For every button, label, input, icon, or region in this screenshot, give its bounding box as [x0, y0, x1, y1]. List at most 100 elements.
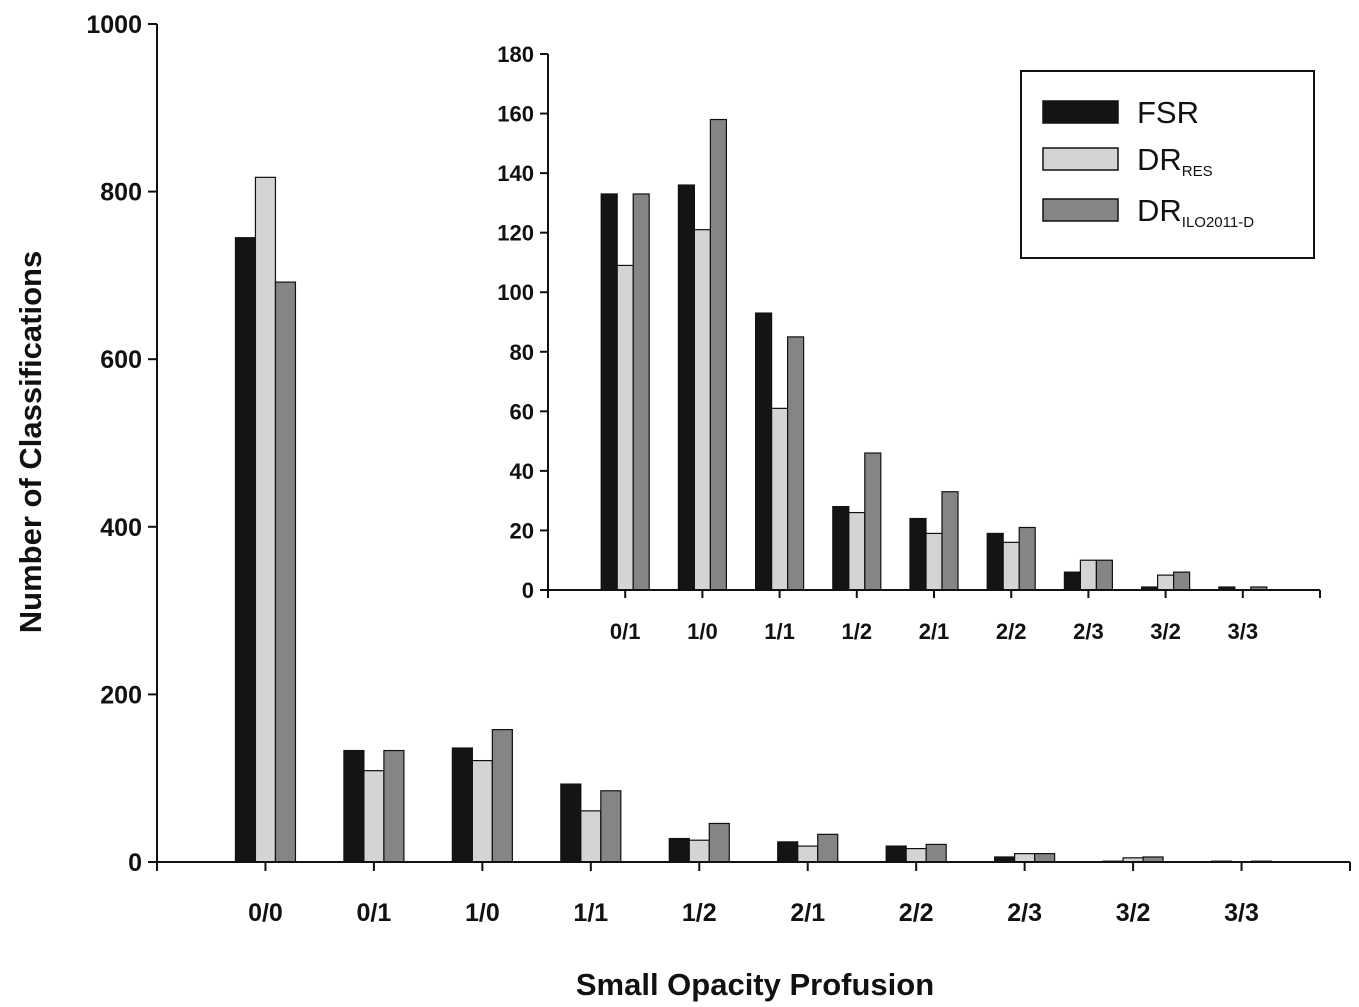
legend-label-3: DRILO2011-D	[1137, 193, 1254, 231]
main-bar-3-1-1	[600, 790, 622, 863]
inset-y-tick-label: 80	[510, 340, 534, 365]
inset-x-tick-label: 1/1	[764, 619, 795, 644]
main-bar-1-0-0	[234, 237, 257, 863]
inset-y-tick-label: 180	[497, 42, 534, 67]
inset-bar-2-2-1	[925, 532, 943, 591]
main-bar-2-2-1	[797, 845, 819, 863]
inset-bar-1-1-1	[754, 312, 773, 591]
main-x-tick-label: 2/3	[1007, 899, 1042, 927]
main-y-tick-label: 800	[100, 179, 142, 207]
inset-x-tick-label: 2/1	[919, 619, 950, 644]
inset-bar-3-2-1	[941, 491, 959, 591]
inset-bar-2-1-0	[693, 229, 712, 591]
legend-label-main: DR	[1137, 193, 1182, 228]
main-x-tick-label: 2/1	[790, 899, 825, 927]
main-y-tick-label: 400	[100, 514, 142, 542]
inset-axes: 0 20 40 60 80 100 120 140 160 180 0/1 1/0 1/1 1/2 2/1 2…	[497, 42, 1321, 644]
main-bar-2-1-2	[688, 839, 710, 863]
main-x-tick-label: 1/0	[465, 899, 500, 927]
main-bar-1-1-1	[560, 783, 582, 863]
legend-swatch-1	[1042, 100, 1119, 124]
inset-bar-2-0-1	[616, 264, 634, 591]
inset-chart: 0 20 40 60 80 100 120 140 160 180 0/1 1/0 1/1 1/2 2/1 2…	[497, 42, 1321, 644]
main-bar-2-0-0	[254, 176, 277, 863]
main-x-tick-label: 1/2	[682, 899, 717, 927]
legend-label-main: FSR	[1137, 95, 1199, 130]
inset-y-tick-label: 140	[497, 161, 534, 186]
legend-label-2: DRRES	[1137, 142, 1213, 180]
inset-bar-2-3-2	[1156, 574, 1175, 591]
inset-y-tick-label: 0	[522, 578, 534, 603]
main-y-tick-label: 600	[100, 346, 142, 374]
main-bar-3-2-2	[925, 843, 947, 863]
main-x-tick-label: 0/1	[357, 899, 392, 927]
inset-bars	[600, 118, 1268, 591]
inset-bar-1-2-1	[909, 517, 927, 591]
inset-bar-3-3-2	[1172, 571, 1191, 591]
inset-bar-2-2-2	[1002, 541, 1020, 591]
main-bar-3-0-0	[274, 281, 297, 863]
inset-y-tick-label: 60	[510, 399, 534, 424]
x-axis-title: Small Opacity Profusion	[576, 967, 934, 1002]
legend-label-main: DR	[1137, 142, 1182, 177]
main-bar-2-2-2	[905, 847, 927, 863]
inset-bar-3-1-1	[786, 336, 805, 591]
main-bar-3-1-0	[491, 728, 513, 863]
main-bar-3-1-2	[708, 822, 730, 863]
inset-bar-2-1-2	[848, 511, 866, 591]
inset-bar-3-1-0	[709, 118, 728, 591]
main-x-tick-label: 2/2	[899, 899, 934, 927]
main-bars	[234, 176, 1273, 863]
inset-bar-1-0-1	[600, 193, 618, 591]
inset-bar-3-2-2	[1018, 526, 1036, 591]
inset-y-tick-label: 100	[497, 280, 534, 305]
inset-x-tick-label: 2/3	[1073, 619, 1104, 644]
inset-bar-3-2-3	[1095, 559, 1114, 591]
legend-swatch-2	[1042, 147, 1119, 171]
inset-bar-1-2-2	[986, 532, 1004, 591]
legend-label-subscript: RES	[1182, 163, 1213, 180]
main-bar-2-1-1	[580, 810, 602, 863]
main-bar-1-0-1	[343, 749, 365, 863]
inset-x-tick-label: 0/1	[610, 619, 641, 644]
inset-x-tick-label: 2/2	[996, 619, 1027, 644]
main-x-tick-label: 3/2	[1116, 899, 1151, 927]
main-bar-3-0-1	[383, 749, 405, 863]
inset-bar-1-1-2	[832, 506, 850, 591]
main-x-tick-label: 3/3	[1224, 899, 1259, 927]
inset-y-tick-label: 120	[497, 221, 534, 246]
inset-bar-3-0-1	[632, 193, 650, 591]
inset-bar-2-2-3	[1079, 559, 1098, 591]
inset-x-tick-label: 1/0	[687, 619, 718, 644]
main-x-tick-label: 1/1	[573, 899, 608, 927]
main-bar-3-2-1	[817, 833, 839, 863]
y-axis-title: Number of Classifications	[13, 251, 48, 633]
main-bar-1-1-2	[668, 837, 690, 863]
inset-x-tick-label: 1/2	[842, 619, 873, 644]
inset-bar-3-1-2	[864, 452, 882, 591]
inset-y-tick-label: 160	[497, 102, 534, 127]
legend-swatch-3	[1042, 198, 1119, 222]
main-x-tick-label: 0/0	[248, 899, 283, 927]
inset-x-tick-label: 3/2	[1150, 619, 1181, 644]
main-bar-1-1-0	[451, 747, 473, 863]
inset-bar-1-2-3	[1063, 571, 1082, 591]
inset-y-tick-label: 20	[510, 518, 534, 543]
inset-bar-2-1-1	[770, 407, 789, 591]
main-bar-1-2-1	[777, 841, 799, 863]
inset-bar-1-1-0	[677, 184, 696, 591]
main-y-tick-label: 200	[100, 681, 142, 709]
legend-label-1: FSR	[1137, 95, 1199, 130]
main-y-tick-label: 0	[128, 849, 142, 877]
main-y-tick-label: 1000	[86, 11, 142, 39]
main-bar-2-0-1	[363, 770, 385, 863]
main-bar-2-2-3	[1014, 853, 1036, 863]
inset-y-tick-label: 40	[510, 459, 534, 484]
legend-label-subscript: ILO2011-D	[1182, 214, 1254, 231]
main-bar-1-2-2	[885, 845, 907, 863]
main-bar-3-2-3	[1034, 853, 1056, 863]
